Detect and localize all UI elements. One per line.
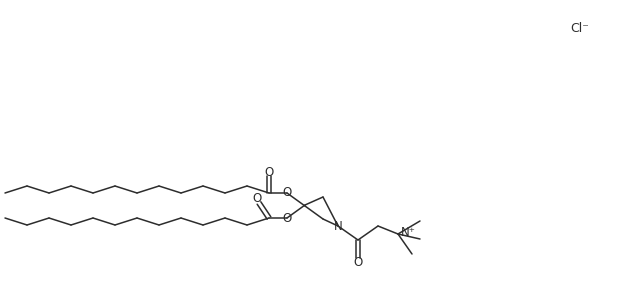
Text: Cl⁻: Cl⁻	[571, 22, 589, 34]
Text: O: O	[353, 256, 363, 269]
Text: O: O	[252, 192, 262, 205]
Text: O: O	[283, 187, 291, 200]
Text: O: O	[283, 212, 291, 225]
Text: N: N	[333, 220, 342, 233]
Text: N⁺: N⁺	[401, 226, 416, 240]
Text: O: O	[264, 165, 274, 179]
